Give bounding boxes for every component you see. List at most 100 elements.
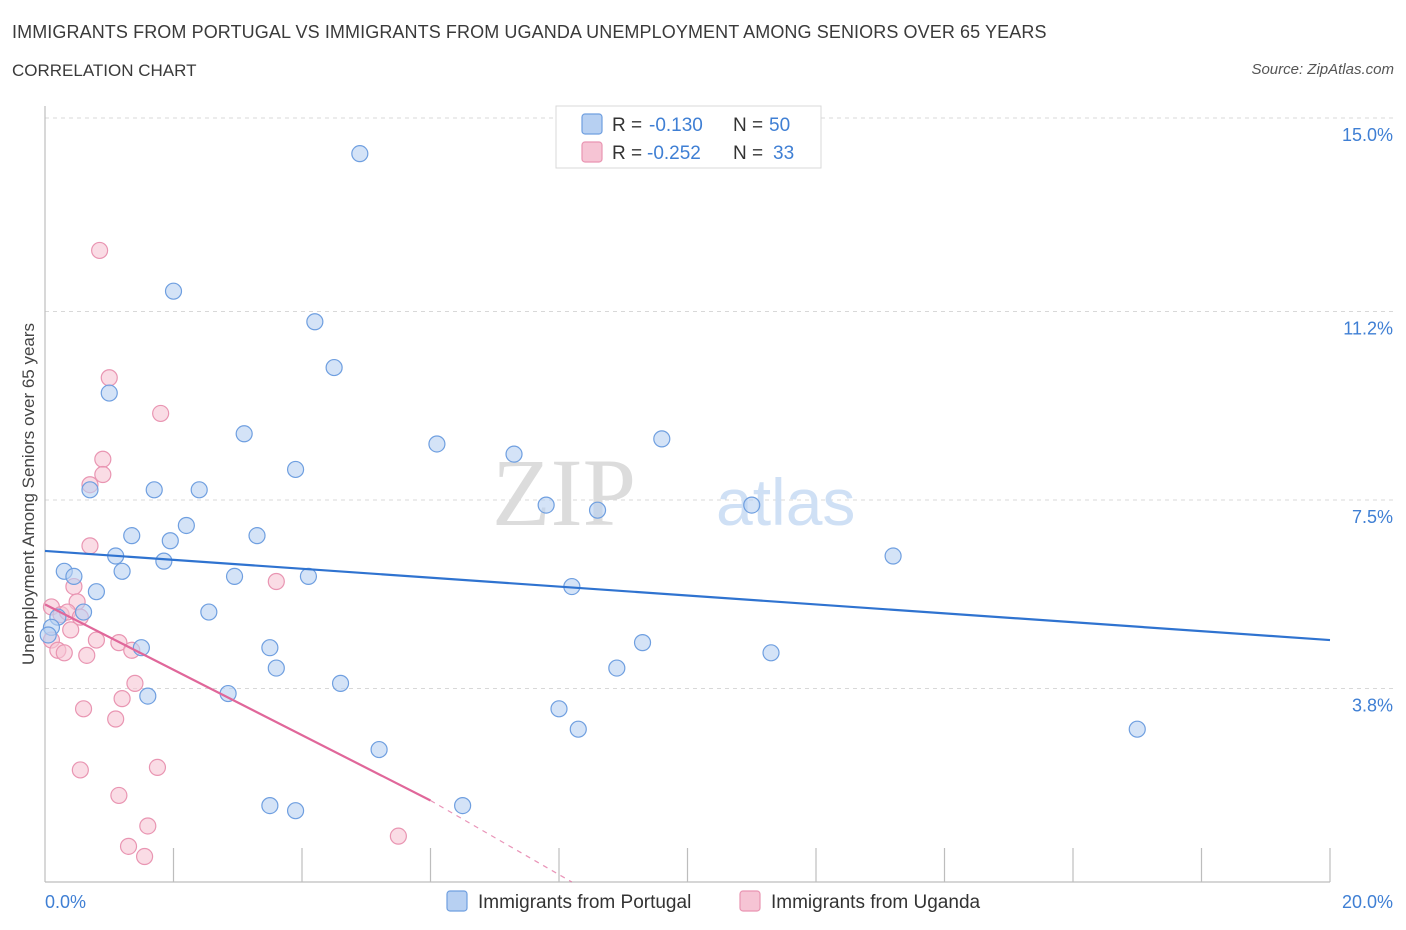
point-uganda-22 bbox=[126, 674, 144, 692]
stat-n-value-uganda: 33 bbox=[773, 143, 794, 164]
point-uganda-19 bbox=[87, 631, 106, 649]
point-portugal-39 bbox=[267, 659, 285, 677]
watermark-atlas: atlas bbox=[716, 465, 855, 539]
point-portugal-47 bbox=[370, 740, 388, 759]
point-portugal-12 bbox=[190, 481, 208, 499]
stats-legend: R = -0.130 N = 50 R = -0.252 N = 33 bbox=[555, 105, 822, 169]
point-uganda-28 bbox=[110, 786, 128, 805]
point-uganda-23 bbox=[113, 690, 131, 708]
point-portugal-46 bbox=[1128, 720, 1146, 738]
point-portugal-9 bbox=[286, 460, 305, 479]
point-portugal-6 bbox=[428, 435, 446, 453]
point-portugal-11 bbox=[145, 481, 163, 499]
x-tick-labels: 0.0% 20.0% bbox=[45, 892, 1393, 912]
axes bbox=[44, 106, 1330, 883]
point-portugal-37 bbox=[633, 634, 652, 652]
point-uganda-2 bbox=[152, 404, 170, 423]
point-portugal-38 bbox=[762, 644, 780, 662]
stat-r-value-portugal: -0.130 bbox=[649, 115, 703, 136]
point-portugal-21 bbox=[155, 552, 173, 570]
stat-n-label-uganda: N = bbox=[733, 143, 763, 164]
point-uganda-3 bbox=[94, 450, 112, 468]
point-portugal-5 bbox=[235, 425, 253, 443]
point-portugal-42 bbox=[139, 687, 157, 705]
y-tick-label-1: 7.5% bbox=[1352, 507, 1393, 527]
point-portugal-14 bbox=[588, 501, 607, 519]
point-portugal-30 bbox=[74, 603, 93, 621]
point-portugal-10 bbox=[81, 481, 99, 499]
point-uganda-27 bbox=[148, 758, 167, 777]
stat-r-value-uganda: -0.252 bbox=[647, 143, 701, 164]
y-tick-label-0: 3.8% bbox=[1352, 695, 1393, 715]
point-portugal-50 bbox=[454, 796, 472, 815]
point-portugal-36 bbox=[261, 639, 279, 657]
x-tick-label-0: 0.0% bbox=[45, 892, 86, 912]
point-portugal-41 bbox=[331, 674, 350, 692]
point-portugal-19 bbox=[161, 532, 179, 550]
point-uganda-30 bbox=[119, 837, 138, 855]
y-tick-label-2: 11.2% bbox=[1343, 319, 1393, 339]
point-portugal-17 bbox=[123, 527, 141, 545]
point-uganda-32 bbox=[389, 827, 407, 845]
point-portugal-48 bbox=[261, 796, 279, 815]
grid-lines bbox=[45, 117, 1395, 689]
series-portugal-points bbox=[39, 145, 1146, 820]
trend-line-uganda bbox=[44, 603, 431, 802]
point-uganda-24 bbox=[74, 700, 93, 718]
stat-n-value-portugal: 50 bbox=[769, 115, 790, 136]
point-portugal-7 bbox=[653, 430, 671, 448]
stat-r-label-portugal: R = bbox=[612, 115, 642, 136]
point-uganda-14 bbox=[62, 621, 80, 639]
point-uganda-31 bbox=[135, 847, 154, 866]
point-portugal-27 bbox=[299, 567, 318, 586]
trend-line-portugal bbox=[44, 549, 1331, 642]
stat-n-label-portugal: N = bbox=[733, 115, 763, 136]
point-uganda-0 bbox=[91, 241, 109, 260]
point-portugal-25 bbox=[65, 567, 83, 586]
point-portugal-4 bbox=[100, 384, 118, 402]
legend-label-portugal: Immigrants from Portugal bbox=[478, 892, 691, 913]
point-portugal-2 bbox=[306, 313, 324, 331]
point-uganda-18 bbox=[78, 646, 96, 664]
point-portugal-22 bbox=[884, 547, 902, 565]
point-uganda-1 bbox=[100, 369, 118, 387]
y-axis-title: Unemployment Among Seniors over 65 years bbox=[19, 323, 38, 665]
chart-title: IMMIGRANTS FROM PORTUGAL VS IMMIGRANTS F… bbox=[12, 22, 1047, 42]
point-portugal-29 bbox=[87, 583, 106, 601]
trend-line-uganda-extension bbox=[430, 799, 573, 883]
legend-swatch-portugal bbox=[446, 890, 468, 912]
series-uganda-points bbox=[42, 241, 407, 866]
trend-lines bbox=[44, 549, 1331, 883]
legend-swatch-uganda bbox=[739, 890, 761, 912]
point-portugal-3 bbox=[325, 358, 343, 377]
legend-label-uganda: Immigrants from Uganda bbox=[771, 892, 981, 913]
point-uganda-6 bbox=[81, 537, 99, 555]
x-tick-label-1: 20.0% bbox=[1342, 892, 1393, 912]
point-uganda-29 bbox=[139, 817, 157, 835]
chart-subtitle: CORRELATION CHART bbox=[12, 61, 197, 80]
point-portugal-26 bbox=[225, 567, 244, 586]
point-portugal-15 bbox=[743, 496, 761, 514]
point-portugal-31 bbox=[200, 603, 218, 621]
point-uganda-26 bbox=[71, 761, 89, 779]
point-portugal-49 bbox=[286, 802, 305, 820]
series-legend: Immigrants from Portugal Immigrants from… bbox=[446, 890, 981, 913]
point-uganda-4 bbox=[94, 465, 112, 484]
point-portugal-24 bbox=[113, 562, 131, 580]
point-portugal-45 bbox=[569, 720, 587, 738]
point-portugal-1 bbox=[164, 282, 183, 300]
point-portugal-0 bbox=[351, 145, 369, 163]
point-portugal-18 bbox=[248, 527, 266, 545]
stat-swatch-portugal bbox=[581, 113, 603, 135]
point-portugal-8 bbox=[505, 445, 523, 463]
point-portugal-16 bbox=[177, 516, 195, 535]
point-uganda-10 bbox=[267, 572, 285, 591]
point-portugal-13 bbox=[537, 496, 555, 514]
point-portugal-40 bbox=[608, 659, 626, 677]
stat-swatch-uganda bbox=[581, 141, 603, 163]
point-portugal-34 bbox=[39, 626, 57, 644]
point-portugal-44 bbox=[550, 700, 568, 718]
y-tick-labels: 3.8% 7.5% 11.2% 15.0% bbox=[1342, 125, 1393, 715]
point-uganda-25 bbox=[107, 710, 125, 728]
